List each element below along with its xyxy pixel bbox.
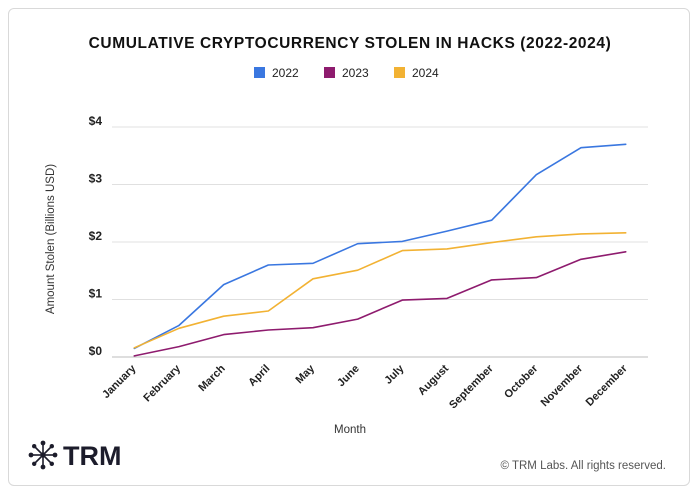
copyright-text: © TRM Labs. All rights reserved. bbox=[501, 460, 667, 472]
x-tick-label: November bbox=[539, 362, 586, 409]
grid-lines bbox=[112, 126, 648, 358]
y-tick-labels: $0 $1 $2 $3 $4 bbox=[89, 114, 103, 358]
legend: 2022 2023 2024 bbox=[254, 66, 439, 80]
legend-swatch-2023 bbox=[324, 67, 335, 78]
y-tick-label: $3 bbox=[89, 172, 103, 186]
x-tick-label: October bbox=[502, 362, 541, 401]
series-line-2022 bbox=[133, 143, 627, 350]
x-tick-label: April bbox=[246, 363, 272, 389]
x-tick-label: August bbox=[416, 362, 452, 398]
logo-text: TRM bbox=[63, 441, 121, 471]
y-tick-label: $0 bbox=[89, 344, 103, 358]
x-tick-labels: January February March April May June July Augu… bbox=[100, 362, 630, 411]
x-tick-label: February bbox=[141, 362, 183, 404]
x-tick-label: March bbox=[196, 362, 228, 394]
legend-label-2022: 2022 bbox=[272, 66, 299, 80]
x-tick-label: December bbox=[584, 362, 631, 409]
y-tick-label: $4 bbox=[89, 114, 103, 128]
trm-logo: TRM bbox=[28, 440, 121, 471]
series-lines bbox=[133, 143, 627, 357]
series-line-2024 bbox=[133, 232, 627, 349]
legend-label-2023: 2023 bbox=[342, 66, 369, 80]
series-line-2023 bbox=[133, 251, 627, 357]
y-axis-label: Amount Stolen (Billions USD) bbox=[45, 164, 57, 314]
x-axis-label: Month bbox=[334, 424, 366, 436]
network-node-icon bbox=[28, 440, 58, 470]
y-tick-label: $1 bbox=[89, 287, 103, 301]
x-tick-label: June bbox=[335, 363, 362, 390]
legend-label-2024: 2024 bbox=[412, 66, 439, 80]
x-tick-label: July bbox=[382, 362, 407, 387]
chart-title: CUMULATIVE CRYPTOCURRENCY STOLEN IN HACK… bbox=[89, 35, 612, 52]
legend-swatch-2024 bbox=[394, 67, 405, 78]
legend-swatch-2022 bbox=[254, 67, 265, 78]
x-tick-label: January bbox=[100, 362, 139, 401]
y-tick-label: $2 bbox=[89, 229, 103, 243]
x-tick-label: May bbox=[293, 362, 317, 386]
x-tick-label: September bbox=[447, 362, 496, 411]
